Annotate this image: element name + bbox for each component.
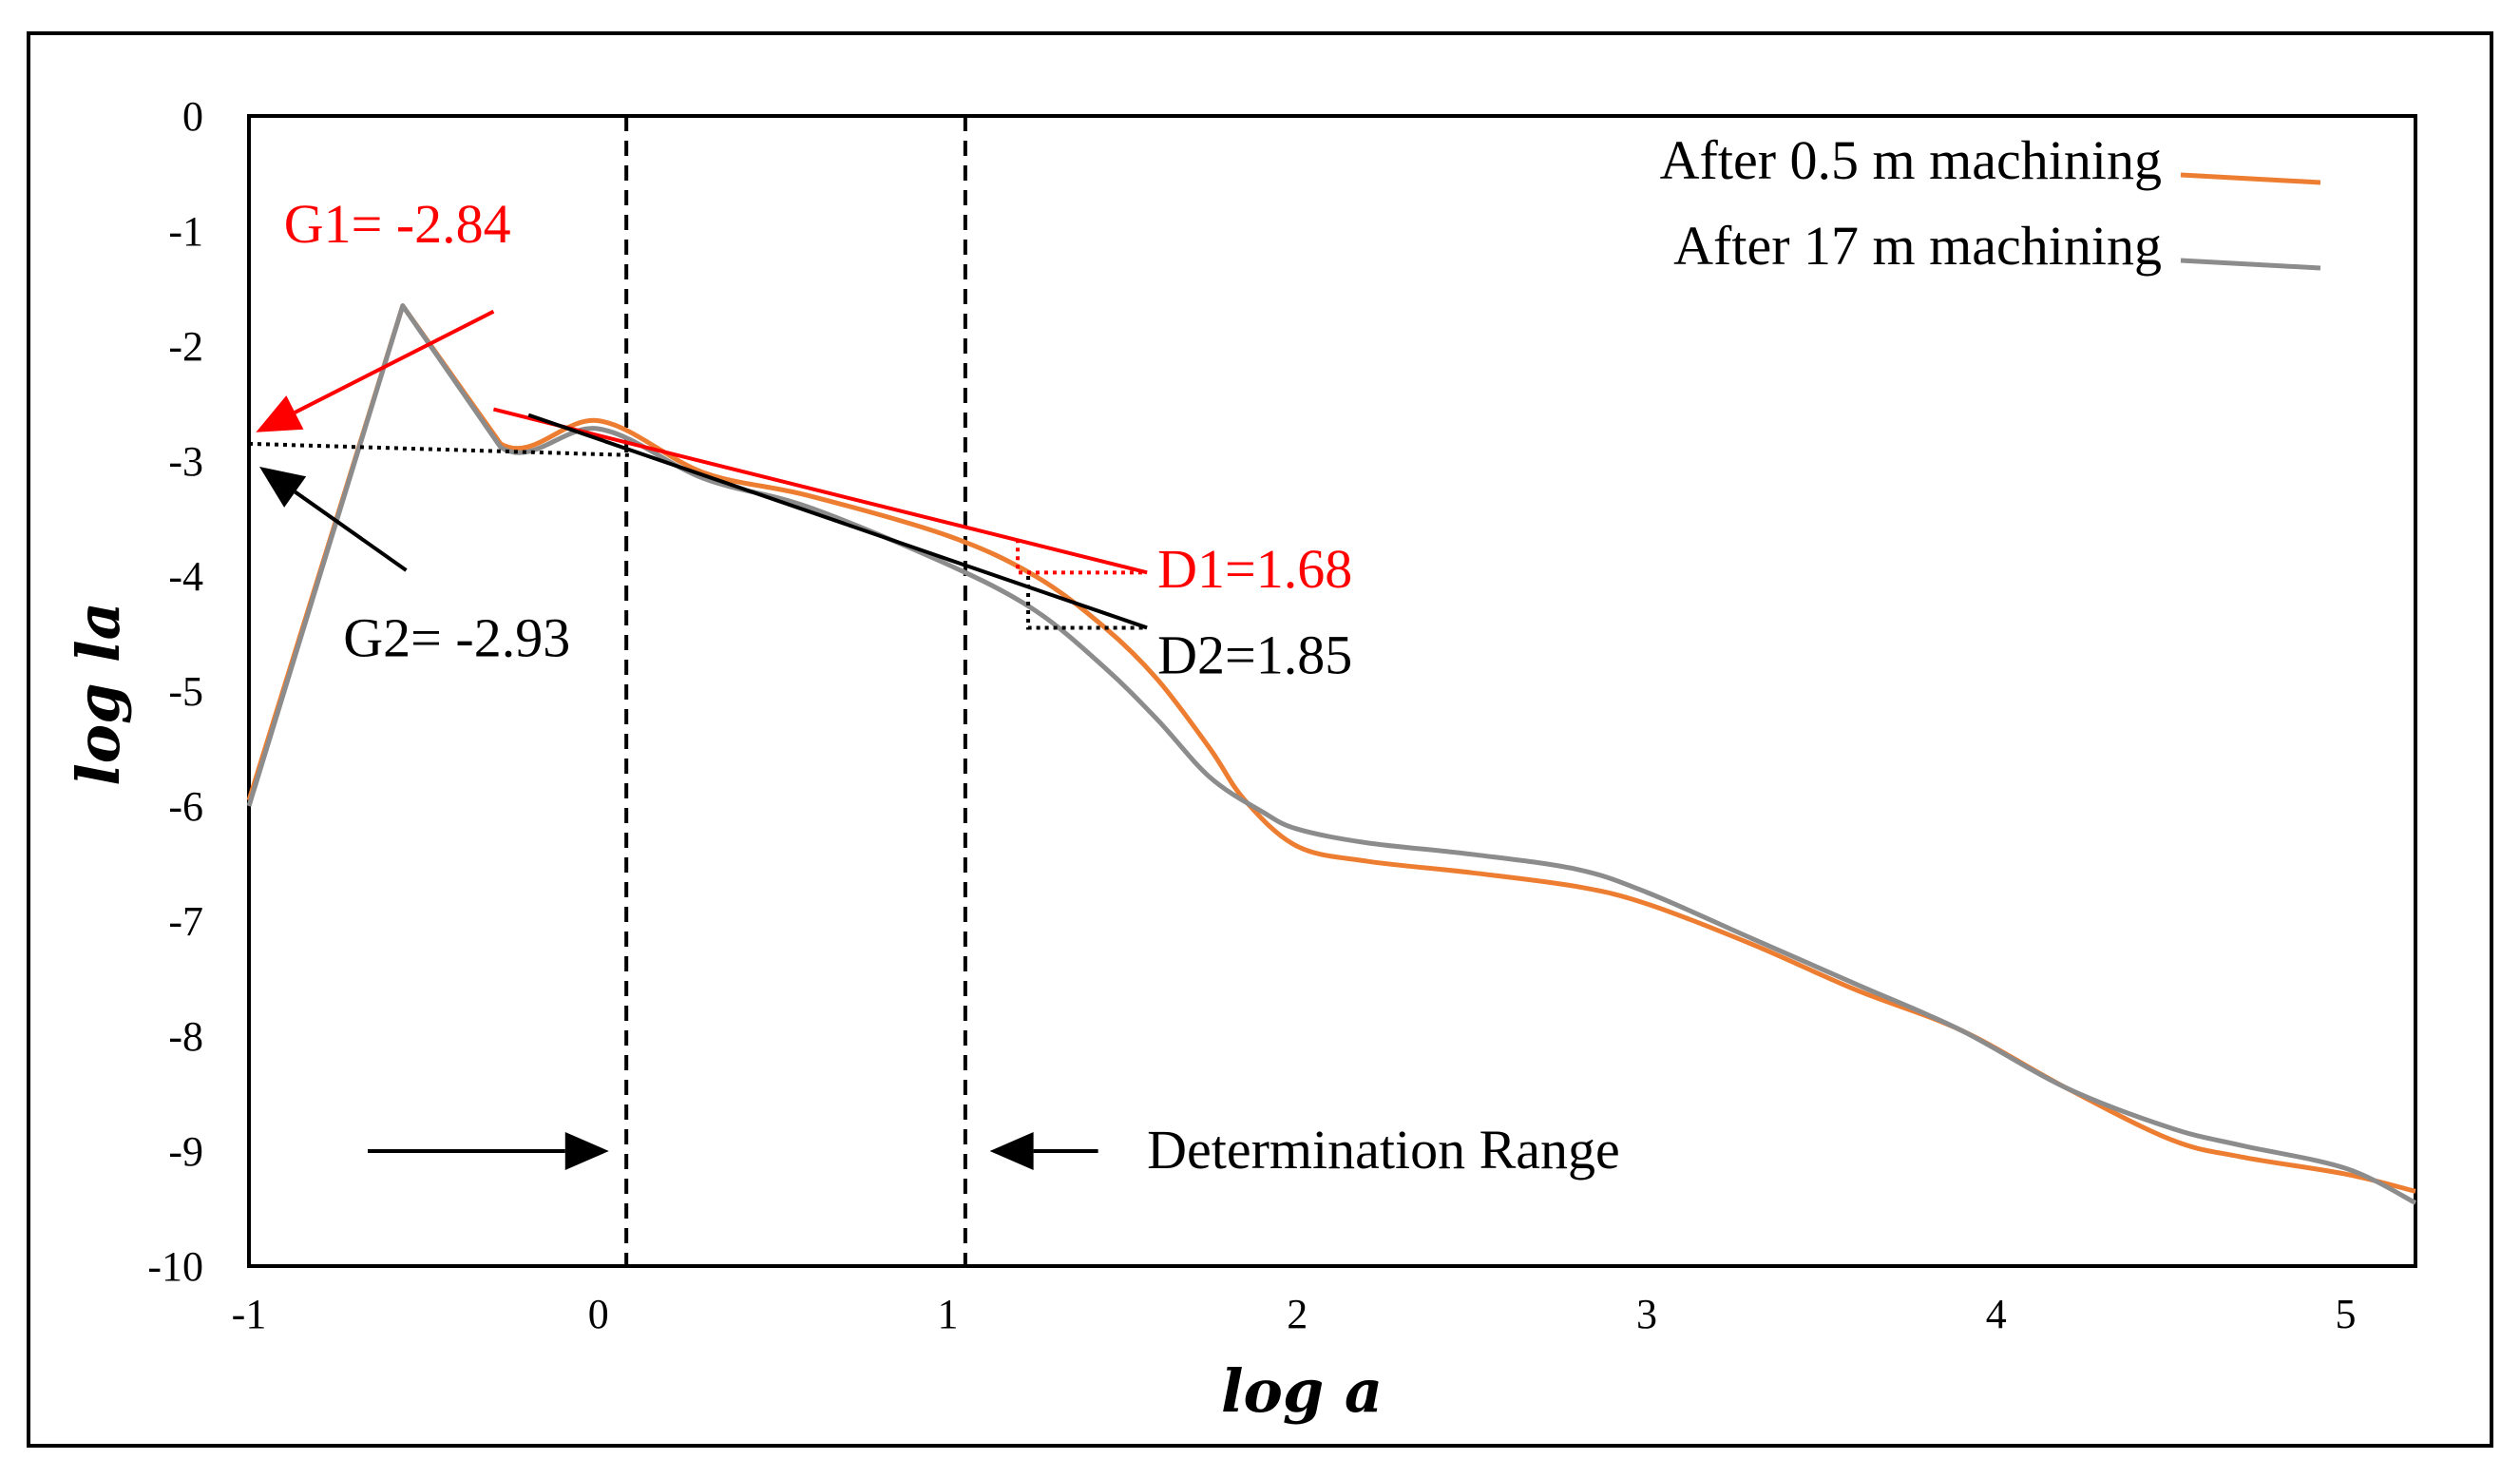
arrow-head-2 <box>259 467 307 508</box>
y-tick-label: -1 <box>168 208 203 255</box>
arrow-shaft-1 <box>294 309 495 414</box>
legend-label-2: After 17 m machining <box>1673 215 2162 277</box>
x-tick-label: 1 <box>937 1291 958 1337</box>
annotation-label: D2=1.85 <box>1157 624 1352 686</box>
arrow-head-4 <box>989 1132 1034 1170</box>
annotation-label: G1= -2.84 <box>284 193 511 255</box>
arrow-head-3 <box>564 1132 609 1170</box>
y-tick-label: -3 <box>168 438 203 485</box>
determination-range-lines <box>624 116 967 1266</box>
y-tick-label: -8 <box>168 1013 203 1060</box>
g2-fit-line <box>248 441 634 457</box>
data-series <box>246 303 2417 1205</box>
d1-fit-line <box>492 407 1148 575</box>
plot-area-frame <box>247 114 2417 1268</box>
y-tick-label: -6 <box>168 783 203 830</box>
fit-lines <box>248 407 1148 630</box>
series-line-2 <box>246 303 2417 1205</box>
legend-swatch-1 <box>2180 172 2321 185</box>
arrow-head-1 <box>256 395 304 432</box>
legend: After 0.5 m machining After 17 m machinin… <box>1660 129 2321 277</box>
annotation-label: G2= -2.93 <box>343 607 570 669</box>
slope-triangle-2 <box>1026 576 1148 630</box>
axis-ticks: -1 0 1 2 3 4 50-1-2-3-4-5-6-7-8-9-10 <box>147 93 2356 1337</box>
slope-triangle-1 <box>1016 539 1148 575</box>
legend-swatch-2 <box>2180 258 2321 271</box>
y-tick-label: -2 <box>168 323 203 370</box>
outer-frame <box>27 31 2493 1448</box>
annotation-arrows <box>256 309 1098 1170</box>
y-tick-label: -5 <box>168 668 203 715</box>
series-line-1 <box>246 303 2416 1194</box>
y-tick-label: -10 <box>147 1243 203 1290</box>
annotation-label: Determination Range <box>1147 1119 1620 1181</box>
y-tick-label: -7 <box>168 898 203 945</box>
y-axis-title: log la <box>64 602 133 786</box>
annotations: G1= -2.84 G2= -2.93 D1=1.68 D2=1.85 Determin… <box>284 193 1620 1181</box>
y-tick-label: -4 <box>168 553 203 600</box>
x-tick-label: 0 <box>588 1291 609 1337</box>
legend-label-1: After 0.5 m machining <box>1660 129 2162 191</box>
x-axis-title: log a <box>1221 1356 1383 1426</box>
arrow-shaft-2 <box>294 490 408 572</box>
d2-fit-line <box>527 413 1148 630</box>
x-tick-label: 5 <box>2335 1291 2356 1337</box>
x-tick-label: 4 <box>1986 1291 2007 1337</box>
y-tick-label: -9 <box>168 1128 203 1175</box>
annotation-label: D1=1.68 <box>1157 538 1352 600</box>
x-tick-label: 2 <box>1287 1291 1308 1337</box>
x-tick-label: 3 <box>1636 1291 1657 1337</box>
x-tick-label: -1 <box>232 1291 267 1337</box>
y-tick-label: 0 <box>182 93 203 140</box>
